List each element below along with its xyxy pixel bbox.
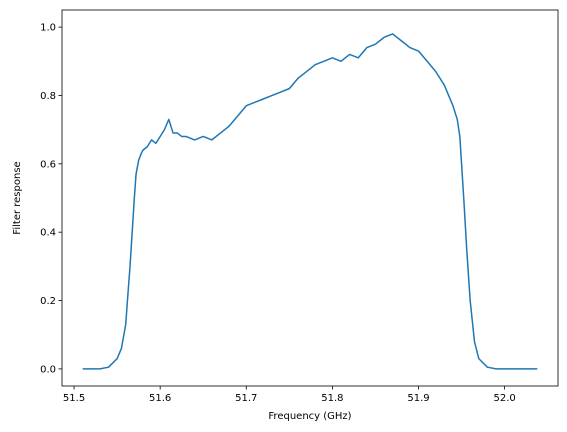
- x-tick-label: 51.8: [321, 393, 343, 404]
- y-tick-label: 1.0: [40, 23, 56, 34]
- y-tick-label: 0.6: [40, 159, 56, 170]
- series-line: [82, 33, 538, 370]
- y-tick-label: 0.8: [40, 91, 56, 102]
- x-axis-label: Frequency (GHz): [268, 411, 351, 422]
- x-tick-label: 52.0: [493, 393, 515, 404]
- y-tick-label: 0.0: [40, 364, 56, 375]
- y-tick-label: 0.4: [40, 228, 56, 239]
- x-tick-label: 51.7: [235, 393, 257, 404]
- y-axis-ticks: 0.0 0.2 0.4 0.6 0.8 1.0: [40, 23, 62, 375]
- x-tick-label: 51.6: [149, 393, 171, 404]
- x-tick-label: 51.5: [63, 393, 85, 404]
- x-tick-label: 51.9: [407, 393, 429, 404]
- series-layer: [82, 33, 538, 370]
- y-tick-label: 0.2: [40, 296, 56, 307]
- y-axis-label: Filter response: [12, 161, 23, 234]
- x-axis-ticks: 51.5 51.6 51.7 51.8 51.9 52.0: [63, 386, 516, 404]
- plot-area-frame: [61, 9, 559, 387]
